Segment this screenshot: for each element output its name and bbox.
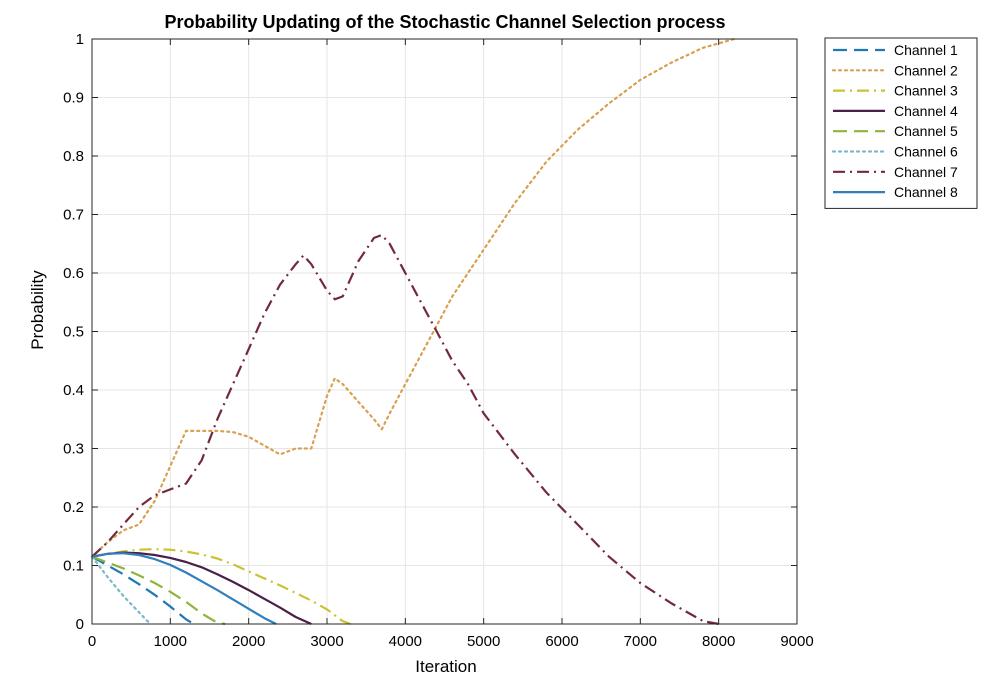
- grid: [91, 38, 798, 625]
- series-lines: [90, 37, 736, 626]
- y-tick-label: 0.8: [63, 148, 84, 165]
- series-line-channel-1: [91, 555, 195, 625]
- series-line-channel-5: [91, 555, 226, 626]
- legend-label-channel-4: Channel 4: [894, 103, 958, 119]
- y-tick-label: 0.6: [63, 265, 84, 282]
- legend-label-channel-2: Channel 2: [894, 62, 958, 78]
- x-tick-label: 9000: [780, 633, 813, 650]
- legend: Channel 1 Channel 2 Channel 3 Channel 4 Chan…: [824, 37, 978, 209]
- x-tick-label: 8000: [702, 633, 735, 650]
- series-line-channel-6: [90, 555, 152, 626]
- x-tick-label: 3000: [310, 633, 343, 650]
- legend-label-channel-1: Channel 1: [894, 42, 958, 58]
- x-axis-ticks: 0 1000 2000 3000 4000 5000 6000 7000 8000 9000: [88, 39, 814, 650]
- y-axis-ticks: 0 0.1 0.2 0.3 0.4 0.5 0.6 0.7 0.8 0.9 1: [63, 31, 797, 633]
- y-axis-label: Probability: [28, 270, 47, 350]
- x-tick-label: 7000: [624, 633, 657, 650]
- legend-label-channel-6: Channel 6: [894, 144, 958, 160]
- legend-label-channel-5: Channel 5: [894, 123, 958, 139]
- series-line-channel-2: [90, 37, 736, 558]
- x-axis-label: Iteration: [415, 657, 476, 676]
- legend-box: [824, 37, 978, 209]
- chart-title: Probability Updating of the Stochastic C…: [164, 12, 725, 32]
- y-tick-label: 0: [76, 616, 84, 633]
- x-tick-label: 1000: [154, 633, 187, 650]
- series-line-channel-4: [91, 551, 312, 626]
- y-tick-label: 0.5: [63, 324, 84, 341]
- x-tick-label: 6000: [545, 633, 578, 650]
- x-tick-label: 4000: [389, 633, 422, 650]
- series-line-channel-7: [91, 233, 719, 626]
- x-tick-label: 2000: [232, 633, 265, 650]
- legend-label-channel-8: Channel 8: [894, 184, 958, 200]
- x-tick-label: 0: [88, 633, 96, 650]
- legend-label-channel-7: Channel 7: [894, 164, 958, 180]
- y-tick-label: 0.2: [63, 499, 84, 516]
- y-tick-label: 0.1: [63, 558, 84, 575]
- y-tick-label: 0.3: [63, 441, 84, 458]
- x-tick-label: 5000: [467, 633, 500, 650]
- series-line-channel-3: [91, 547, 351, 626]
- legend-label-channel-3: Channel 3: [894, 83, 958, 99]
- y-tick-label: 0.9: [63, 90, 84, 107]
- y-tick-label: 0.4: [63, 382, 84, 399]
- y-tick-label: 0.7: [63, 207, 84, 224]
- series-line-channel-8: [91, 552, 277, 625]
- y-tick-label: 1: [76, 31, 84, 48]
